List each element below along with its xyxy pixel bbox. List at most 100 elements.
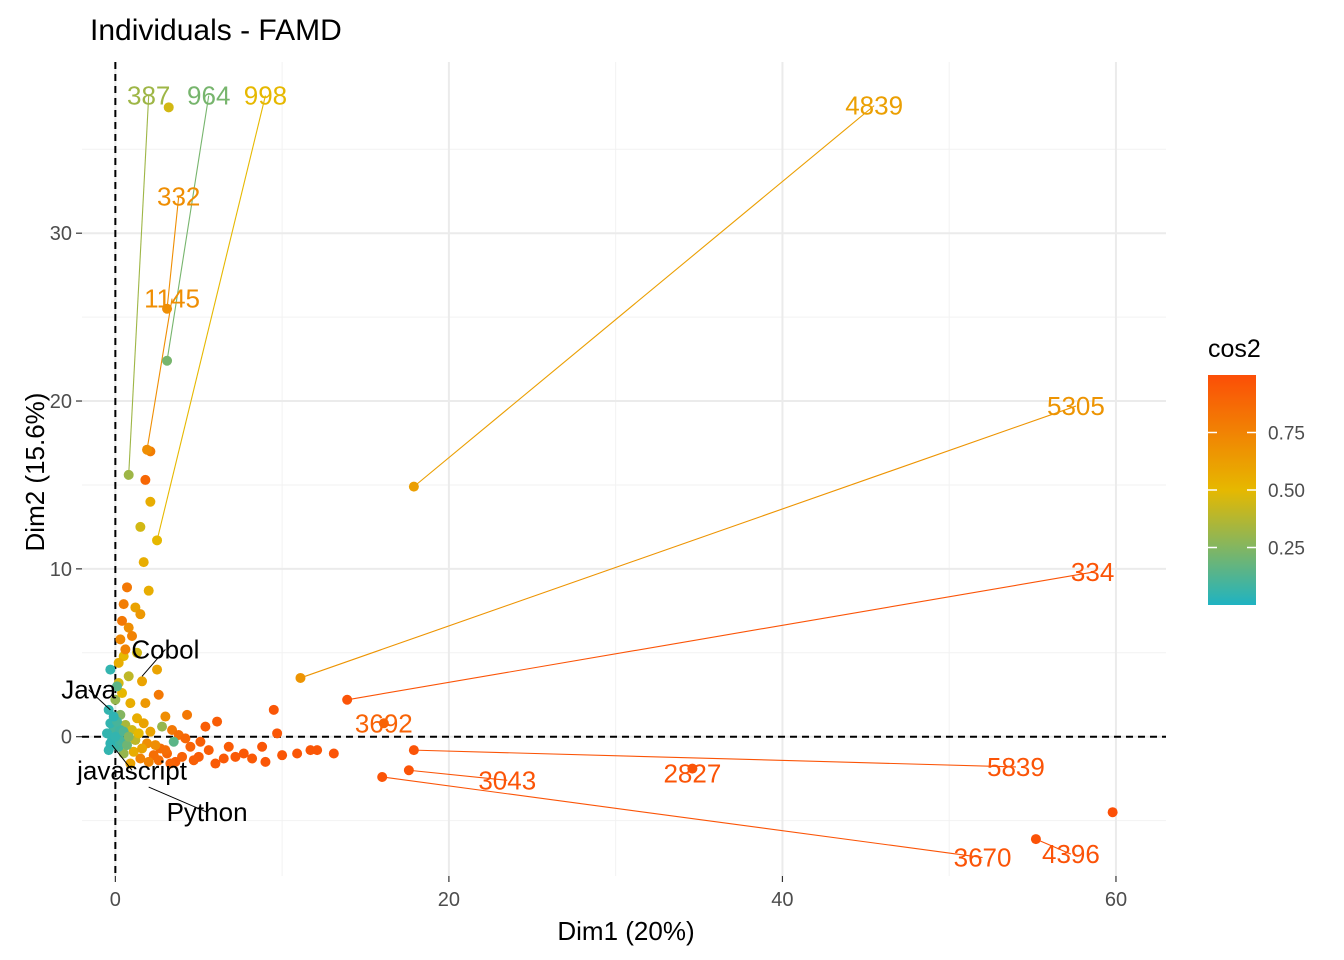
label-2827: 2827 (663, 759, 721, 789)
connector-4839 (413, 105, 875, 488)
label-5305: 5305 (1047, 391, 1105, 421)
x-tick-label: 20 (438, 889, 460, 911)
label-964: 964 (187, 81, 230, 111)
point (328, 748, 339, 759)
point (133, 728, 144, 739)
connector-964 (166, 95, 210, 361)
point (185, 741, 196, 752)
connector-998 (156, 95, 266, 541)
point-5305 (295, 672, 306, 683)
point (150, 740, 161, 751)
connector-javascript (111, 744, 133, 771)
point (203, 745, 214, 756)
point (140, 474, 151, 485)
point-998 (152, 535, 163, 546)
point (292, 748, 303, 759)
point (145, 726, 156, 737)
point (138, 557, 149, 568)
point (247, 753, 258, 764)
point (230, 751, 241, 762)
label-334: 334 (1071, 557, 1114, 587)
connector-5305 (300, 405, 1077, 679)
legend-tick-label: 0.25 (1268, 539, 1305, 560)
y-axis-title: Dim2 (15.6%) (20, 393, 50, 552)
point (135, 753, 146, 764)
label-4396: 4396 (1042, 839, 1100, 869)
point-3692 (378, 718, 389, 729)
point-4839 (408, 481, 419, 492)
variable-labels: Cobol Java javascript Python (61, 634, 247, 827)
legend-title: cos2 (1208, 335, 1261, 363)
point (143, 585, 154, 596)
point-4396 (1030, 834, 1041, 845)
point (195, 736, 206, 747)
label-4839: 4839 (845, 91, 903, 121)
data-points (102, 102, 1118, 845)
label-332: 332 (157, 181, 200, 211)
point (113, 657, 124, 668)
x-tick-label: 60 (1105, 889, 1127, 911)
x-tick-label: 40 (771, 889, 793, 911)
point (312, 745, 323, 756)
point (112, 681, 123, 692)
point (143, 756, 154, 767)
x-tick-label: 0 (110, 889, 121, 911)
point (135, 521, 146, 532)
legend-ticks: 0.25 0.50 0.75 (1208, 424, 1305, 560)
point (163, 102, 174, 113)
point (127, 630, 138, 641)
point (118, 599, 129, 610)
point (132, 647, 143, 658)
point (105, 664, 116, 675)
point (268, 704, 279, 715)
point (125, 758, 136, 769)
point (153, 689, 164, 700)
point (122, 740, 133, 751)
label-387: 387 (127, 81, 170, 111)
variable-label-python: Python (167, 797, 248, 827)
connector-4396 (1035, 838, 1072, 855)
point-2827 (687, 763, 698, 774)
point (123, 671, 134, 682)
point-964 (162, 355, 173, 366)
point (218, 753, 229, 764)
point (108, 711, 119, 722)
point (117, 615, 128, 626)
point (257, 741, 268, 752)
label-5839: 5839 (987, 752, 1045, 782)
connector-3670 (382, 776, 983, 859)
point (165, 758, 176, 769)
point (212, 716, 223, 727)
point (180, 733, 191, 744)
point (120, 644, 131, 655)
point (182, 709, 193, 720)
point (122, 582, 133, 593)
axis-ticks: 0 20 40 60 0 10 20 30 (50, 223, 1127, 911)
variable-label-javascript: javascript (76, 755, 188, 785)
point (137, 676, 148, 687)
point (1107, 807, 1118, 818)
point-5839 (408, 745, 419, 756)
connector-cobol (141, 649, 166, 677)
point-387 (123, 469, 134, 480)
point (137, 743, 148, 754)
connector-387 (128, 95, 150, 475)
point (188, 755, 199, 766)
point (145, 496, 156, 507)
variable-label-java: Java (61, 675, 116, 705)
variable-label-cobol: Cobol (131, 634, 199, 664)
point (153, 755, 164, 766)
connector-334 (347, 571, 1093, 701)
label-3043: 3043 (478, 765, 536, 795)
point (157, 721, 168, 732)
point (123, 731, 134, 742)
label-1145: 1145 (144, 284, 200, 314)
y-tick-label: 30 (50, 223, 72, 245)
point (128, 746, 139, 757)
x-axis-title: Dim1 (20%) (557, 916, 694, 946)
chart-title: Individuals - FAMD (90, 14, 342, 47)
connector-python (148, 786, 208, 813)
connector-1145 (146, 298, 173, 450)
point (160, 745, 171, 756)
point (125, 698, 136, 709)
